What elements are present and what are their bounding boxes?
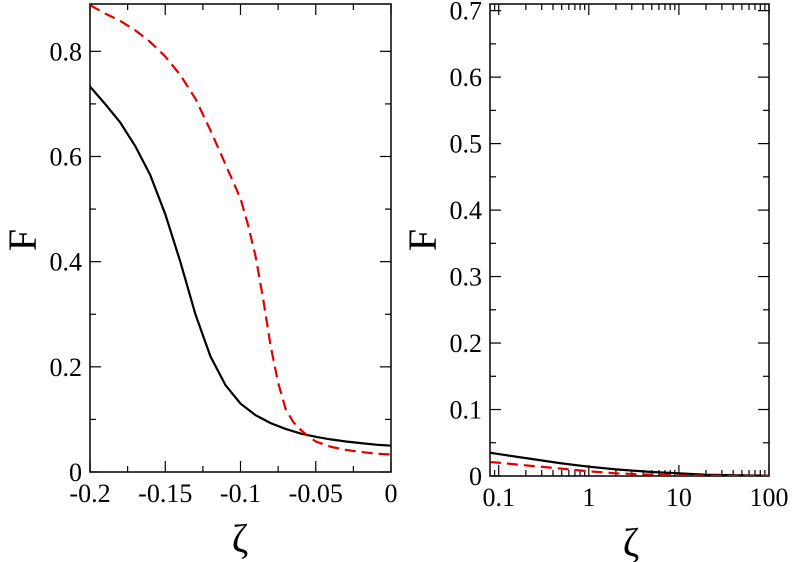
right-x-tick-label: 1 <box>582 483 595 512</box>
right-x-tick-label: 10 <box>666 483 692 512</box>
right-x-axis-title: ζ <box>623 520 640 562</box>
right-y-tick-label: 0.1 <box>450 396 483 425</box>
right-x-tick-label: 0.1 <box>482 483 515 512</box>
left-x-axis-title: ζ <box>232 516 249 561</box>
left-series-line-black-solid <box>90 85 391 447</box>
left-x-tick-label: -0.05 <box>289 479 343 508</box>
right-y-tick-label: 0.2 <box>450 329 483 358</box>
right-y-tick-label: 0.7 <box>450 0 483 26</box>
left-y-tick-label: 0.6 <box>50 142 83 171</box>
right-y-tick-label: 0.4 <box>450 196 483 225</box>
left-x-tick-label: -0.1 <box>220 479 261 508</box>
left-panel: -0.2 -0.15 -0.1 -0.05 0 0 0.2 0.4 0.6 0.8 ζ F <box>0 3 398 561</box>
left-y-tick-label: 0.2 <box>50 353 83 382</box>
left-plot-frame <box>89 3 392 473</box>
right-y-tick-label: 0.5 <box>450 130 483 159</box>
left-x-tick-label: -0.2 <box>69 479 110 508</box>
right-series-line-red-dashed <box>490 460 769 476</box>
right-y-tick-label: 0.6 <box>450 63 483 92</box>
right-y-tick-label: 0.3 <box>450 263 483 292</box>
right-x-tick-label: 100 <box>750 483 789 512</box>
right-series-line-black-solid <box>490 451 769 476</box>
left-series-line-red-dashed <box>90 4 391 456</box>
left-y-axis-title: F <box>0 229 45 251</box>
right-y-tick-label: 0 <box>469 462 482 491</box>
left-x-tick-label: 0 <box>385 479 398 508</box>
right-plot-frame <box>489 3 770 477</box>
right-y-axis-title: F <box>400 229 445 251</box>
left-y-tick-label: 0 <box>69 458 82 487</box>
left-y-tick-label: 0.4 <box>50 248 83 277</box>
left-x-tick-label: -0.15 <box>138 479 192 508</box>
left-y-tick-label: 0.8 <box>50 37 83 66</box>
